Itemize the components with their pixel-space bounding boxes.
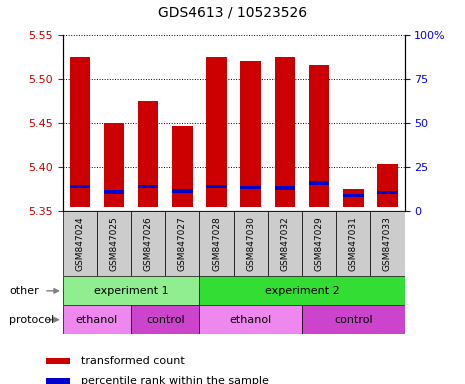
Bar (275, 56, 295, 207)
Text: other: other (9, 286, 39, 296)
Text: GSM847033: GSM847033 (383, 217, 392, 271)
Text: GSM847024: GSM847024 (75, 217, 84, 271)
FancyBboxPatch shape (131, 211, 165, 276)
Text: ethanol: ethanol (230, 314, 272, 325)
Bar (172, 126, 193, 207)
Text: GSM847025: GSM847025 (110, 217, 119, 271)
Text: experiment 2: experiment 2 (265, 286, 339, 296)
Bar (206, 185, 227, 188)
Bar (377, 191, 398, 194)
FancyBboxPatch shape (233, 211, 268, 276)
FancyBboxPatch shape (97, 211, 131, 276)
FancyBboxPatch shape (165, 211, 199, 276)
FancyBboxPatch shape (63, 276, 199, 305)
Bar (104, 190, 124, 194)
Text: percentile rank within the sample: percentile rank within the sample (81, 376, 269, 384)
FancyBboxPatch shape (199, 276, 405, 305)
Bar (309, 181, 329, 185)
FancyBboxPatch shape (302, 211, 336, 276)
Text: GSM847028: GSM847028 (212, 217, 221, 271)
FancyBboxPatch shape (268, 211, 302, 276)
FancyBboxPatch shape (370, 211, 405, 276)
Text: GDS4613 / 10523526: GDS4613 / 10523526 (158, 6, 307, 20)
FancyBboxPatch shape (302, 305, 405, 334)
Bar (70, 56, 90, 207)
Bar (70, 185, 90, 188)
Text: GSM847029: GSM847029 (315, 217, 324, 271)
FancyBboxPatch shape (63, 211, 97, 276)
FancyBboxPatch shape (63, 305, 131, 334)
Bar (377, 164, 398, 207)
Bar (172, 189, 193, 193)
Text: GSM847026: GSM847026 (144, 217, 153, 271)
Bar (104, 123, 124, 207)
Text: control: control (146, 314, 185, 325)
Bar (343, 189, 364, 207)
Text: GSM847031: GSM847031 (349, 217, 358, 271)
Bar (240, 185, 261, 189)
Bar (138, 185, 159, 188)
FancyBboxPatch shape (336, 211, 370, 276)
Text: control: control (334, 314, 372, 325)
Bar (46, 358, 69, 364)
Text: GSM847030: GSM847030 (246, 217, 255, 271)
Bar (343, 194, 364, 197)
Bar (240, 61, 261, 207)
Bar (309, 65, 329, 207)
Text: protocol: protocol (9, 314, 54, 325)
Bar (46, 377, 69, 384)
Bar (138, 101, 159, 207)
FancyBboxPatch shape (131, 305, 199, 334)
Text: GSM847027: GSM847027 (178, 217, 187, 271)
FancyBboxPatch shape (199, 305, 302, 334)
Text: ethanol: ethanol (76, 314, 118, 325)
Text: experiment 1: experiment 1 (94, 286, 168, 296)
Text: transformed count: transformed count (81, 356, 185, 366)
Text: GSM847032: GSM847032 (280, 217, 289, 271)
Bar (206, 56, 227, 207)
FancyBboxPatch shape (199, 211, 233, 276)
Bar (275, 187, 295, 190)
